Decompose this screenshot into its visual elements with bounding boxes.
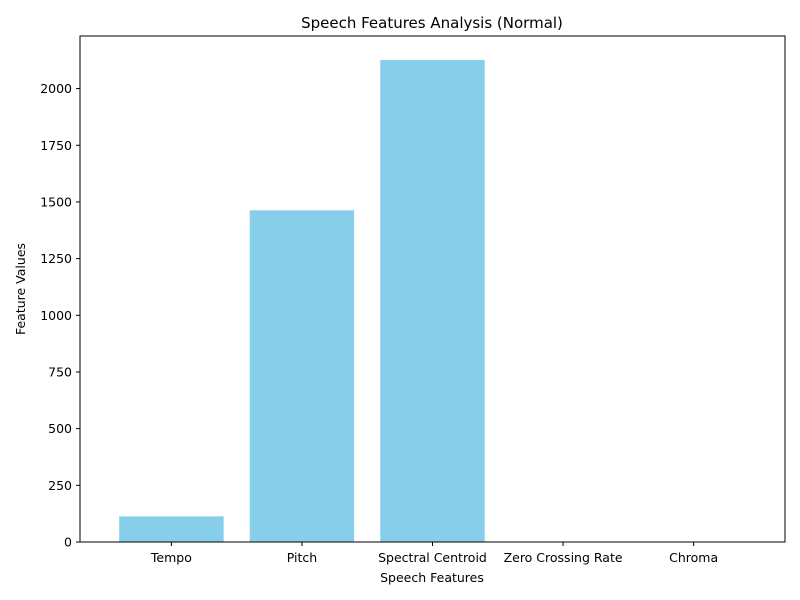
x-tick-label: Pitch	[287, 550, 317, 565]
y-tick-label: 1250	[40, 251, 72, 266]
y-tick-label: 500	[48, 421, 72, 436]
bar-spectral-centroid	[380, 60, 485, 543]
y-tick-label: 1750	[40, 138, 72, 153]
x-tick-label: Tempo	[150, 550, 192, 565]
chart-title: Speech Features Analysis (Normal)	[301, 14, 563, 32]
x-tick-label: Chroma	[669, 550, 718, 565]
x-axis-ticks: Tempo Pitch Spectral Centroid Zero Crossing…	[150, 542, 718, 565]
bars-group	[119, 60, 746, 543]
y-tick-label: 1500	[40, 194, 72, 209]
y-axis-ticks: 0 250 500 750 1000 1250 1500 1750 2000	[40, 81, 80, 550]
x-axis-label: Speech Features	[380, 570, 484, 585]
x-tick-label: Spectral Centroid	[378, 550, 487, 565]
y-tick-label: 250	[48, 478, 72, 493]
x-tick-label: Zero Crossing Rate	[504, 550, 623, 565]
plot-frame	[79, 35, 786, 543]
y-tick-label: 1000	[40, 308, 72, 323]
y-tick-label: 750	[48, 364, 72, 379]
y-tick-label: 0	[64, 535, 72, 550]
bar-pitch	[249, 210, 355, 542]
y-axis-label: Feature Values	[13, 243, 28, 335]
y-tick-label: 2000	[40, 81, 72, 96]
bar-tempo	[119, 516, 224, 542]
